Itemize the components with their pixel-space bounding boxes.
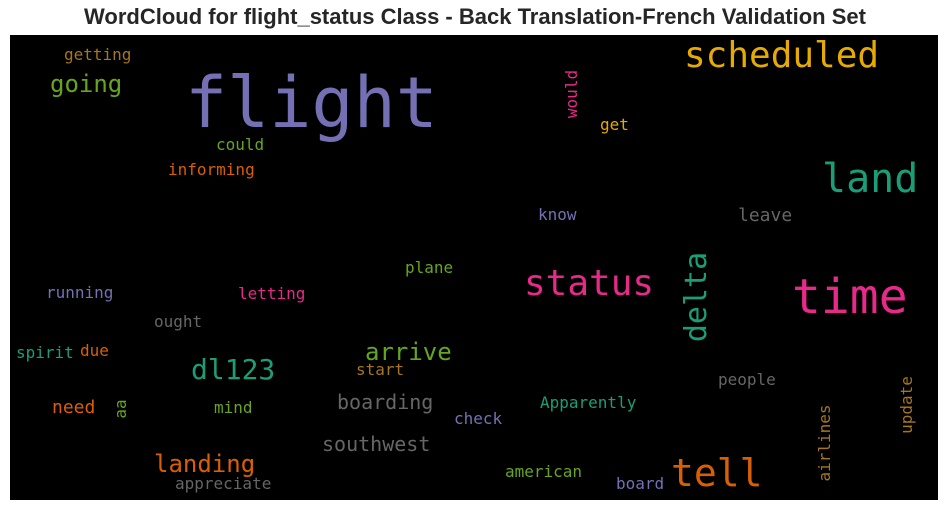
word-spirit: spirit (16, 343, 74, 362)
word-ought: ought (154, 312, 202, 331)
word-informing: informing (168, 160, 255, 179)
word-know: know (538, 205, 577, 224)
word-land: land (822, 156, 918, 202)
word-due: due (80, 341, 109, 360)
word-leave: leave (738, 205, 792, 226)
word-flight: flight (185, 62, 438, 144)
word-need: need (52, 397, 95, 418)
word-southwest: southwest (322, 432, 430, 456)
word-board: board (616, 474, 664, 493)
word-check: check (454, 409, 503, 428)
word-american: american (505, 462, 582, 481)
word-plane: plane (405, 258, 453, 277)
wordcloud-canvas: flight time scheduled land status tell delta dl… (10, 35, 938, 500)
word-scheduled: scheduled (684, 35, 879, 76)
word-mind: mind (214, 398, 253, 417)
word-status: status (524, 263, 654, 304)
word-time: time (792, 269, 908, 325)
word-would: would (562, 70, 581, 118)
word-airlines: airlines (815, 404, 834, 481)
word-update: update (897, 376, 916, 434)
wordcloud-svg: flight time scheduled land status tell delta dl… (16, 35, 918, 495)
word-arrive: arrive (365, 338, 452, 366)
word-boarding: boarding (337, 390, 433, 414)
word-could: could (216, 135, 264, 154)
word-landing: landing (154, 450, 255, 478)
word-tell: tell (671, 451, 763, 495)
word-people: people (718, 370, 776, 389)
word-dl123: dl123 (191, 353, 275, 386)
word-letting: letting (238, 284, 305, 303)
word-appreciate: appreciate (175, 474, 271, 493)
word-going: going (50, 70, 122, 98)
chart-title: WordCloud for flight_status Class - Back… (84, 4, 866, 29)
word-running: running (46, 283, 113, 302)
word-start: start (356, 360, 404, 379)
word-delta: delta (679, 252, 714, 342)
word-apparently: Apparently (540, 393, 637, 412)
word-aa: aa (111, 399, 130, 418)
word-get: get (600, 115, 629, 134)
word-getting: getting (64, 45, 131, 64)
